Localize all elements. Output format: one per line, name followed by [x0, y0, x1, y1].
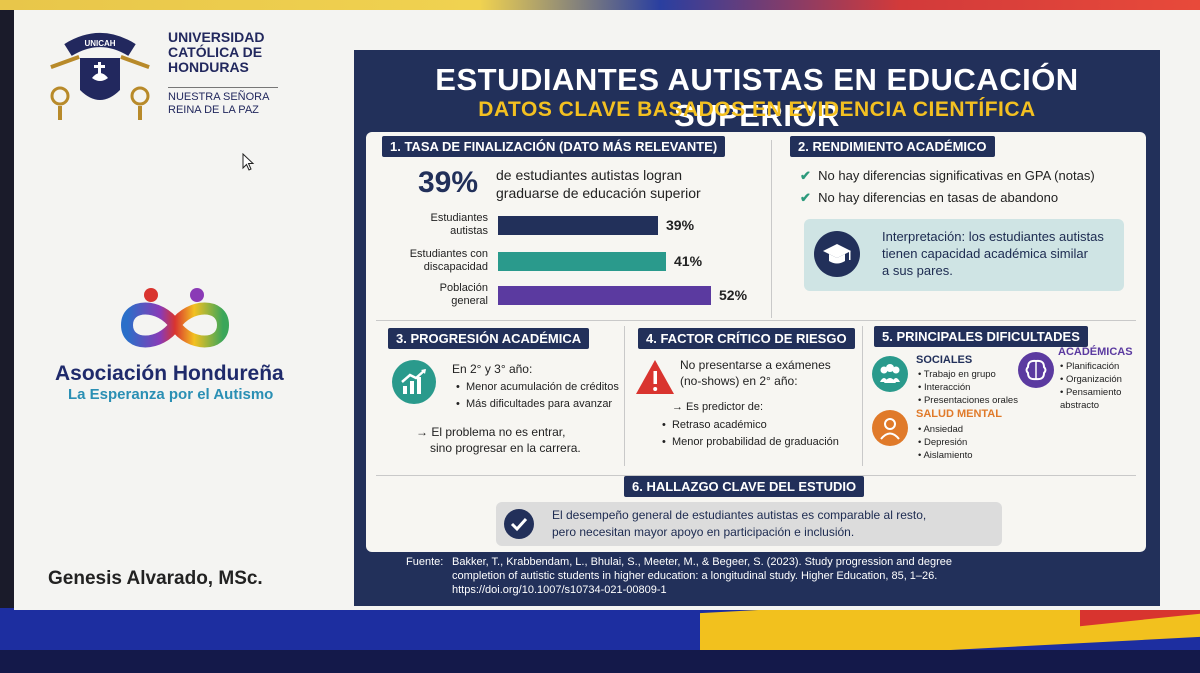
presenter-name: Genesis Alvarado, MSc.: [48, 568, 263, 589]
divider: [862, 326, 863, 466]
graduation-cap-icon: [814, 231, 860, 277]
check-icon: ✔: [800, 168, 811, 183]
bar-discapacidad: [498, 252, 666, 271]
academicas-list: • Planificación • Organización • Pensami…: [1060, 361, 1122, 411]
growth-chart-icon: [392, 360, 436, 404]
riesgo-predictor: → Es predictor de:: [672, 401, 764, 413]
bar-value-discapacidad: 41%: [674, 253, 703, 269]
section4-header: 4. FACTOR CRÍTICO DE RIESGO: [638, 328, 855, 349]
university-motto: NUESTRA SEÑORA REINA DE LA PAZ: [168, 87, 278, 117]
section6-header: 6. HALLAZGO CLAVE DEL ESTUDIO: [624, 476, 865, 497]
brain-icon: [1018, 352, 1054, 388]
hallazgo-text: El desempeño general de estudiantes auti…: [552, 508, 927, 539]
bar-label-autistas: Estudiantes autistas: [430, 212, 488, 237]
check-icon: ✔: [800, 190, 811, 205]
infographic-subtitle: DATOS CLAVE BASADOS EN EVIDENCIA CIENTÍF…: [478, 98, 1036, 121]
university-name: UNIVERSIDAD CATÓLICA DE HONDURAS: [168, 29, 265, 75]
salud-list: • Ansiedad • Depresión • Aislamiento: [918, 424, 973, 461]
unicah-logo: UNICAH: [50, 33, 150, 120]
warning-icon: [636, 360, 674, 394]
people-group-icon: [872, 356, 908, 392]
divider: [376, 320, 1136, 321]
sociales-title: SOCIALES: [916, 354, 973, 366]
salud-title: SALUD MENTAL: [916, 408, 1002, 420]
bar-autistas: [498, 216, 658, 235]
divider: [771, 140, 772, 318]
source-label: Fuente:: [406, 556, 444, 568]
section1-header: 1. TASA DE FINALIZACIÓN (DATO MÁS RELEVA…: [382, 136, 726, 157]
infographic-panel: 1. TASA DE FINALIZACIÓN (DATO MÁS RELEVA…: [366, 132, 1146, 552]
completion-text-2: graduarse de educación superior: [496, 185, 701, 201]
completion-text-1: de estudiantes autistas logran: [496, 167, 683, 183]
infographic: ESTUDIANTES AUTISTAS EN EDUCACIÓN SUPERI…: [354, 50, 1160, 606]
bar-value-general: 52%: [719, 287, 748, 303]
rendimiento-item-2: ✔ No hay diferencias en tasas de abandon…: [800, 190, 1059, 205]
doi-link[interactable]: https://doi.org/10.1007/s10734-021-00809…: [452, 584, 667, 596]
rendimiento-item-1: ✔ No hay diferencias significativas en G…: [800, 168, 1095, 183]
progresion-note-1: → El problema no es entrar,: [416, 425, 566, 439]
sociales-list: • Trabajo en grupo • Interacción • Prese…: [918, 369, 1018, 406]
bottom-dark-band: [0, 650, 1200, 673]
checkmark-circle-icon: [504, 509, 534, 539]
academicas-title: ACADÉMICAS: [1058, 346, 1133, 358]
riesgo-bullet-1: • Retraso académico: [662, 419, 767, 431]
person-mental-health-icon: [872, 410, 908, 446]
bar-general: [498, 286, 711, 305]
divider: [624, 326, 625, 466]
section5-header: 5. PRINCIPALES DIFICULTADES: [874, 326, 1088, 347]
association-name: Asociación Hondureña: [55, 362, 284, 385]
top-color-stripe: [0, 0, 1200, 10]
riesgo-lead: No presentarse a exámenes (no-shows) en 2…: [680, 358, 831, 388]
progresion-bullet-1: • Menor acumulación de créditos: [456, 381, 619, 393]
divider: [376, 475, 1136, 476]
mouse-cursor-icon: [242, 153, 255, 171]
hallazgo-box: El desempeño general de estudiantes auti…: [496, 502, 1002, 546]
completion-big-value: 39%: [418, 166, 479, 199]
section3-header: 3. PROGRESIÓN ACADÉMICA: [388, 328, 590, 349]
bar-label-discapacidad: Estudiantes con discapacidad: [409, 248, 488, 273]
association-tagline: La Esperanza por el Autismo: [68, 386, 274, 403]
progresion-bullet-2: • Más dificultades para avanzar: [456, 398, 613, 410]
unicah-logo-text: UNICAH: [84, 39, 115, 48]
bar-value-autistas: 39%: [666, 217, 695, 233]
progresion-lead: En 2° y 3° año:: [452, 362, 533, 376]
interpretation-box: Interpretación: los estudiantes autistas…: [804, 219, 1124, 291]
infinity-logo: [120, 288, 230, 348]
interpretation-text: Interpretación: los estudiantes autistas…: [882, 229, 1104, 278]
progresion-note-2: sino progresar en la carrera.: [430, 441, 581, 455]
infographic-title: ESTUDIANTES AUTISTAS EN EDUCACIÓN SUPERI…: [435, 62, 1079, 133]
riesgo-bullet-2: • Menor probabilidad de graduación: [662, 436, 839, 448]
bar-label-general: Población general: [439, 282, 488, 307]
section2-header: 2. RENDIMIENTO ACADÉMICO: [790, 136, 995, 157]
